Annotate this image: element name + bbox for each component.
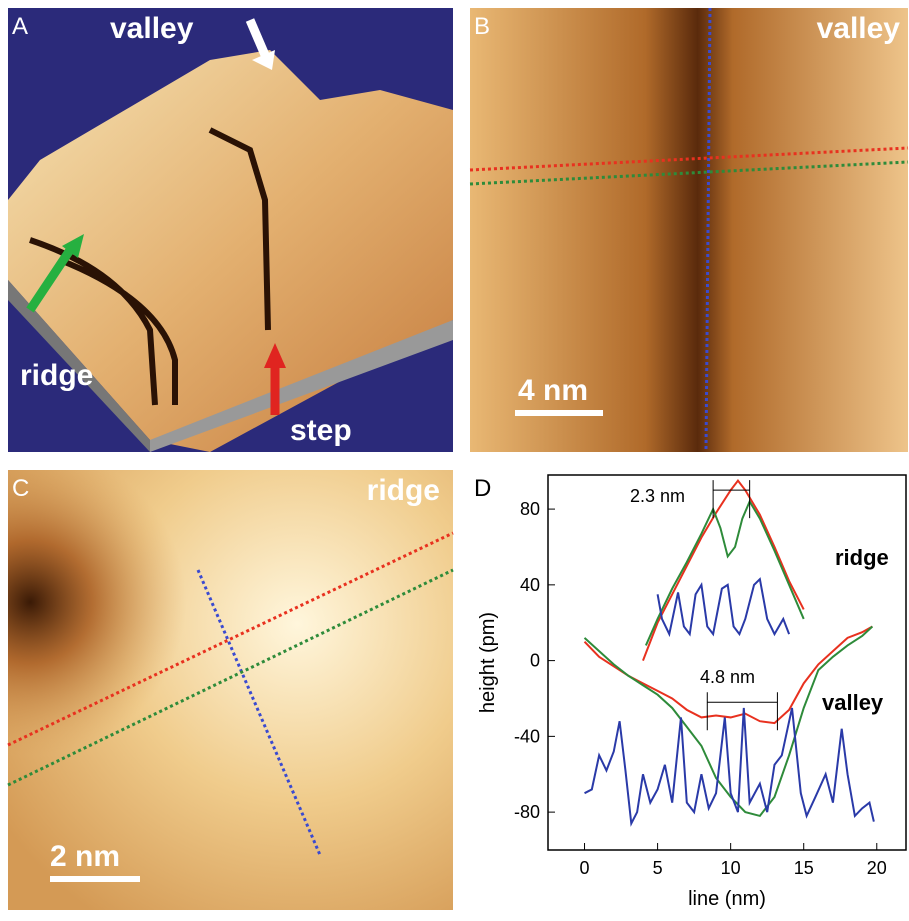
- x-tick-label: 0: [580, 858, 590, 878]
- annotation: ridge: [20, 359, 93, 392]
- scale-label: 2 nm: [50, 840, 120, 873]
- scale-label: 4 nm: [518, 374, 588, 407]
- line: [658, 579, 790, 634]
- annotation: ridge: [367, 474, 440, 507]
- annotation: 2.3 nm: [630, 486, 685, 506]
- scale-bar: [515, 410, 603, 416]
- y-tick-label: 80: [520, 499, 540, 519]
- panel-c: C ridge 2 nm: [8, 470, 453, 910]
- y-tick-label: 0: [530, 651, 540, 671]
- line: [585, 708, 874, 824]
- panel-b: B valley 4 nm: [470, 8, 908, 452]
- figure: A valley ridge step B valley 4 nm C ridg…: [0, 0, 909, 916]
- x-tick-label: 5: [653, 858, 663, 878]
- panel-label: B: [474, 13, 490, 40]
- scale-bar: [50, 876, 140, 882]
- y-tick-label: -80: [514, 802, 540, 822]
- x-axis-label: line (nm): [688, 888, 766, 910]
- panel-label: C: [12, 475, 29, 502]
- panel-d: D 0 5 10 15 20 -80 -40 0 40 80 line (nm) height (pm)…: [474, 475, 906, 910]
- annotation: valley: [110, 12, 194, 45]
- annotation: valley: [817, 12, 901, 45]
- y-tick-label: -40: [514, 726, 540, 746]
- x-tick-label: 10: [721, 858, 741, 878]
- annotation: step: [290, 414, 352, 447]
- y-axis-label: height (pm): [477, 612, 499, 713]
- annotation: 4.8 nm: [700, 667, 755, 687]
- panel-a: A valley ridge step: [8, 8, 453, 452]
- y-tick-label: 40: [520, 575, 540, 595]
- annotation: ridge: [835, 545, 889, 570]
- line: [643, 481, 804, 661]
- annotation: valley: [822, 690, 884, 715]
- x-tick-label: 20: [867, 858, 887, 878]
- x-tick-label: 15: [794, 858, 814, 878]
- panel-label: A: [12, 13, 28, 40]
- panel-label: D: [474, 475, 491, 502]
